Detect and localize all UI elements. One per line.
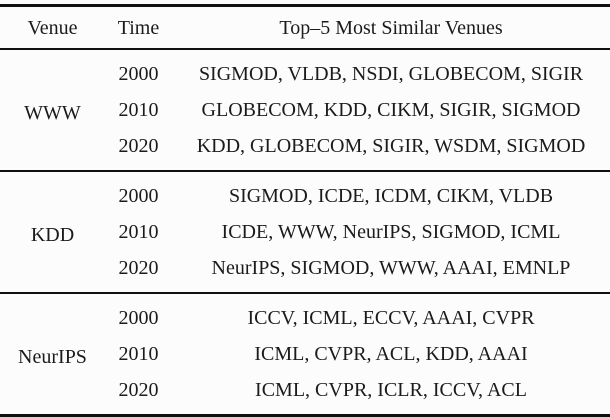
venues-cell: ICDE, WWW, NeurIPS, SIGMOD, ICML — [221, 221, 561, 243]
time-cell: 2000 — [105, 48, 172, 92]
venue-cell: NeurIPS — [0, 292, 105, 416]
time-cell: 2010 — [118, 221, 159, 243]
table-row: 2010 ICDE, WWW, NeurIPS, SIGMOD, ICML — [0, 214, 610, 250]
time-column-header: Time — [105, 5, 172, 50]
table-row: NeurIPS 2000 ICCV, ICML, ECCV, AAAI, CVP… — [0, 292, 610, 416]
table-row: WWW 2000 SIGMOD, VLDB, NSDI, GLOBECOM, S… — [0, 48, 610, 171]
section-www: WWW 2000 SIGMOD, VLDB, NSDI, GLOBECOM, S… — [0, 48, 610, 171]
similar-venues-column-header: Top–5 Most Similar Venues — [172, 5, 610, 50]
venues-cell: ICCV, ICML, ECCV, AAAI, CVPR — [172, 292, 610, 336]
venue-cell: WWW — [0, 48, 105, 171]
table-header: Venue Time Top–5 Most Similar Venues — [0, 5, 610, 50]
time-cell: 2020 — [118, 257, 159, 279]
time-cell: 2000 — [105, 292, 172, 336]
section-kdd: KDD 2000 SIGMOD, ICDE, ICDM, CIKM, VLDB … — [0, 170, 610, 293]
time-cell: 2020 — [118, 379, 159, 401]
venues-cell: GLOBECOM, KDD, CIKM, SIGIR, SIGMOD — [201, 99, 581, 121]
venues-cell: SIGMOD, ICDE, ICDM, CIKM, VLDB — [172, 170, 610, 214]
time-cell: 2020 — [118, 135, 159, 157]
table-row: KDD 2000 SIGMOD, ICDE, ICDM, CIKM, VLDB — [0, 170, 610, 293]
time-cell: 2010 — [118, 99, 159, 121]
table-row: 2020 ICML, CVPR, ICLR, ICCV, ACL — [0, 372, 610, 416]
similar-venues-table: Venue Time Top–5 Most Similar Venues WWW… — [0, 4, 610, 417]
venues-cell: KDD, GLOBECOM, SIGIR, WSDM, SIGMOD — [196, 135, 586, 157]
table-row: 2020 NeurIPS, SIGMOD, WWW, AAAI, EMNLP — [0, 250, 610, 293]
venues-cell: NeurIPS, SIGMOD, WWW, AAAI, EMNLP — [211, 257, 571, 279]
venues-cell: ICML, CVPR, ICLR, ICCV, ACL — [255, 379, 527, 401]
table-row: 2010 ICML, CVPR, ACL, KDD, AAAI — [0, 336, 610, 372]
time-cell: 2000 — [105, 170, 172, 214]
venues-cell: ICML, CVPR, ACL, KDD, AAAI — [254, 343, 528, 365]
venue-column-header: Venue — [0, 5, 105, 50]
section-neurips: NeurIPS 2000 ICCV, ICML, ECCV, AAAI, CVP… — [0, 292, 610, 416]
venues-cell: SIGMOD, VLDB, NSDI, GLOBECOM, SIGIR — [172, 48, 610, 92]
header-row: Venue Time Top–5 Most Similar Venues — [0, 5, 610, 50]
table-row: 2020 KDD, GLOBECOM, SIGIR, WSDM, SIGMOD — [0, 128, 610, 171]
venue-cell: KDD — [0, 170, 105, 293]
table-row: 2010 GLOBECOM, KDD, CIKM, SIGIR, SIGMOD — [0, 92, 610, 128]
time-cell: 2010 — [118, 343, 159, 365]
